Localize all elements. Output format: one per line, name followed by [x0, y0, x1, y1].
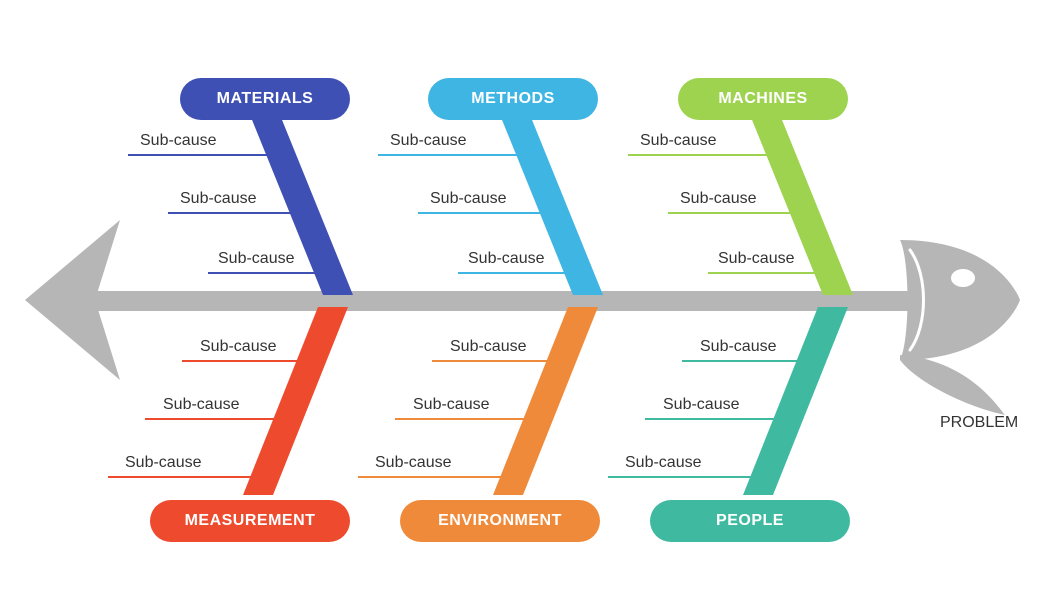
category-pill-measurement: MEASUREMENT [150, 500, 350, 542]
category-pill-materials: MATERIALS [180, 78, 350, 120]
subcause-materials-0: Sub-cause [140, 132, 217, 150]
subcause-methods-1: Sub-cause [430, 190, 507, 208]
subcause-people-0: Sub-cause [700, 338, 777, 356]
subcause-people-2: Sub-cause [625, 454, 702, 472]
subcause-people-1: Sub-cause [663, 396, 740, 414]
fishbone-diagram: PROBLEM MATERIALS Sub-cause Sub-cause Sub-c… [0, 0, 1061, 592]
category-pill-methods: METHODS [428, 78, 598, 120]
category-pill-people: PEOPLE [650, 500, 850, 542]
subcause-measurement-2: Sub-cause [125, 454, 202, 472]
subcause-machines-1: Sub-cause [680, 190, 757, 208]
subcause-environment-1: Sub-cause [413, 396, 490, 414]
subcause-methods-2: Sub-cause [468, 250, 545, 268]
subcause-materials-2: Sub-cause [218, 250, 295, 268]
subcause-environment-2: Sub-cause [375, 454, 452, 472]
subcause-environment-0: Sub-cause [450, 338, 527, 356]
subcause-measurement-0: Sub-cause [200, 338, 277, 356]
subcause-methods-0: Sub-cause [390, 132, 467, 150]
subcause-machines-2: Sub-cause [718, 250, 795, 268]
subcause-materials-1: Sub-cause [180, 190, 257, 208]
category-pill-machines: MACHINES [678, 78, 848, 120]
subcause-machines-0: Sub-cause [640, 132, 717, 150]
problem-label: PROBLEM [940, 414, 1018, 432]
subcause-measurement-1: Sub-cause [163, 396, 240, 414]
category-pill-environment: ENVIRONMENT [400, 500, 600, 542]
